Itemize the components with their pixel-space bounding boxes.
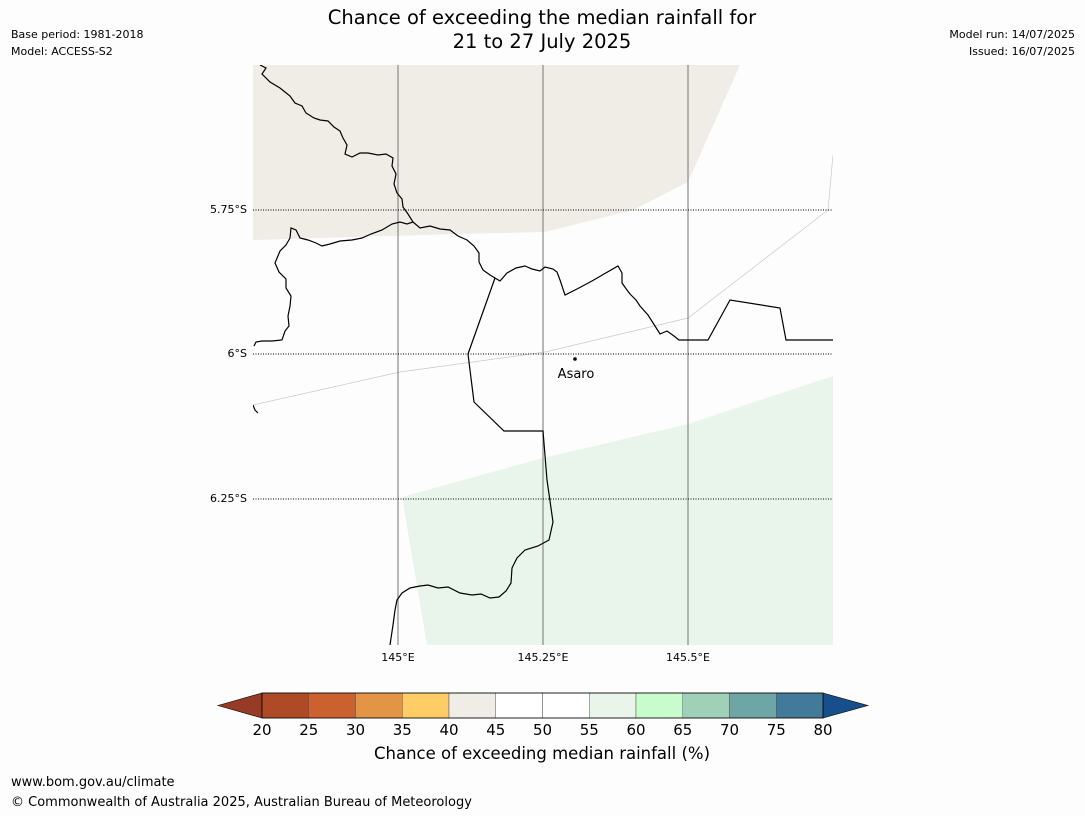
colorbar-cell [448, 692, 496, 719]
province-boundaries [253, 65, 833, 645]
colorbar-cell [261, 692, 309, 719]
colorbar-cell [495, 692, 543, 719]
lat-label-6-25s: 6.25°S [210, 492, 247, 505]
colorbar-tick-label: 60 [626, 721, 645, 739]
colorbar-cell [355, 692, 403, 719]
lon-label-145-5e: 145.5°E [666, 651, 710, 664]
region-40-45 [253, 65, 740, 240]
colorbar-cell [635, 692, 683, 719]
colorbar-cell [589, 692, 637, 719]
colorbar-cell [682, 692, 730, 719]
contour-line [253, 154, 833, 406]
colorbar-tick-label: 80 [813, 721, 832, 739]
colorbar-tick-label: 45 [486, 721, 505, 739]
boundary-north [253, 65, 414, 347]
colorbar-cell [308, 692, 356, 719]
colorbar-tick-label: 65 [673, 721, 692, 739]
lon-label-145-25e: 145.25°E [518, 651, 569, 664]
rainfall-map: Asaro 5.75°S 6°S 6.25°S 145°E 145.25°E 1… [210, 65, 833, 664]
colorbar-cell [542, 692, 590, 719]
colorbar-tick-label: 50 [533, 721, 552, 739]
model-text: Model: ACCESS-S2 [11, 45, 113, 58]
run-info: Model run: 14/07/2025 Issued: 16/07/2025 [949, 26, 1075, 60]
lat-label-5-75s: 5.75°S [210, 203, 247, 216]
colorbar-over-arrow [822, 692, 870, 719]
base-period-text: Base period: 1981-2018 [11, 28, 144, 41]
model-run-text: Model run: 14/07/2025 [949, 28, 1075, 41]
colorbar-cell [729, 692, 777, 719]
colorbar-tick-label: 25 [299, 721, 318, 739]
town-label-asaro: Asaro [558, 367, 595, 382]
colorbar-under-arrow [216, 692, 263, 719]
footer-copyright: © Commonwealth of Australia 2025, Austra… [11, 795, 472, 810]
lon-label-145e: 145°E [381, 651, 414, 664]
footer-url: www.bom.gov.au/climate [11, 775, 175, 790]
colorbar-cell [776, 692, 824, 719]
map-title: Chance of exceeding the median rainfall … [242, 6, 842, 54]
boundary-south [389, 277, 554, 645]
boundary-central [412, 221, 833, 341]
colorbar-cell [402, 692, 450, 719]
colorbar: 20 25 30 35 40 45 50 55 60 65 70 75 80 [216, 692, 870, 739]
issued-text: Issued: 16/07/2025 [968, 45, 1075, 58]
colorbar-tick-label: 75 [767, 721, 786, 739]
colorbar-tick-label: 30 [346, 721, 365, 739]
boundary-west-tick [253, 404, 259, 414]
model-info: Base period: 1981-2018 Model: ACCESS-S2 [11, 26, 143, 60]
town-marker [573, 357, 577, 361]
title-line-2: 21 to 27 July 2025 [452, 30, 632, 53]
title-line-1: Chance of exceeding the median rainfall … [327, 6, 757, 29]
colorbar-tick-label: 55 [580, 721, 599, 739]
region-55-60 [402, 376, 833, 645]
colorbar-tick-label: 35 [393, 721, 412, 739]
colorbar-tick-label: 70 [720, 721, 739, 739]
colorbar-label: Chance of exceeding median rainfall (%) [373, 744, 711, 763]
lat-label-6s: 6°S [228, 347, 247, 360]
colorbar-tick-label: 20 [252, 721, 271, 739]
colorbar-tick-label: 40 [439, 721, 458, 739]
